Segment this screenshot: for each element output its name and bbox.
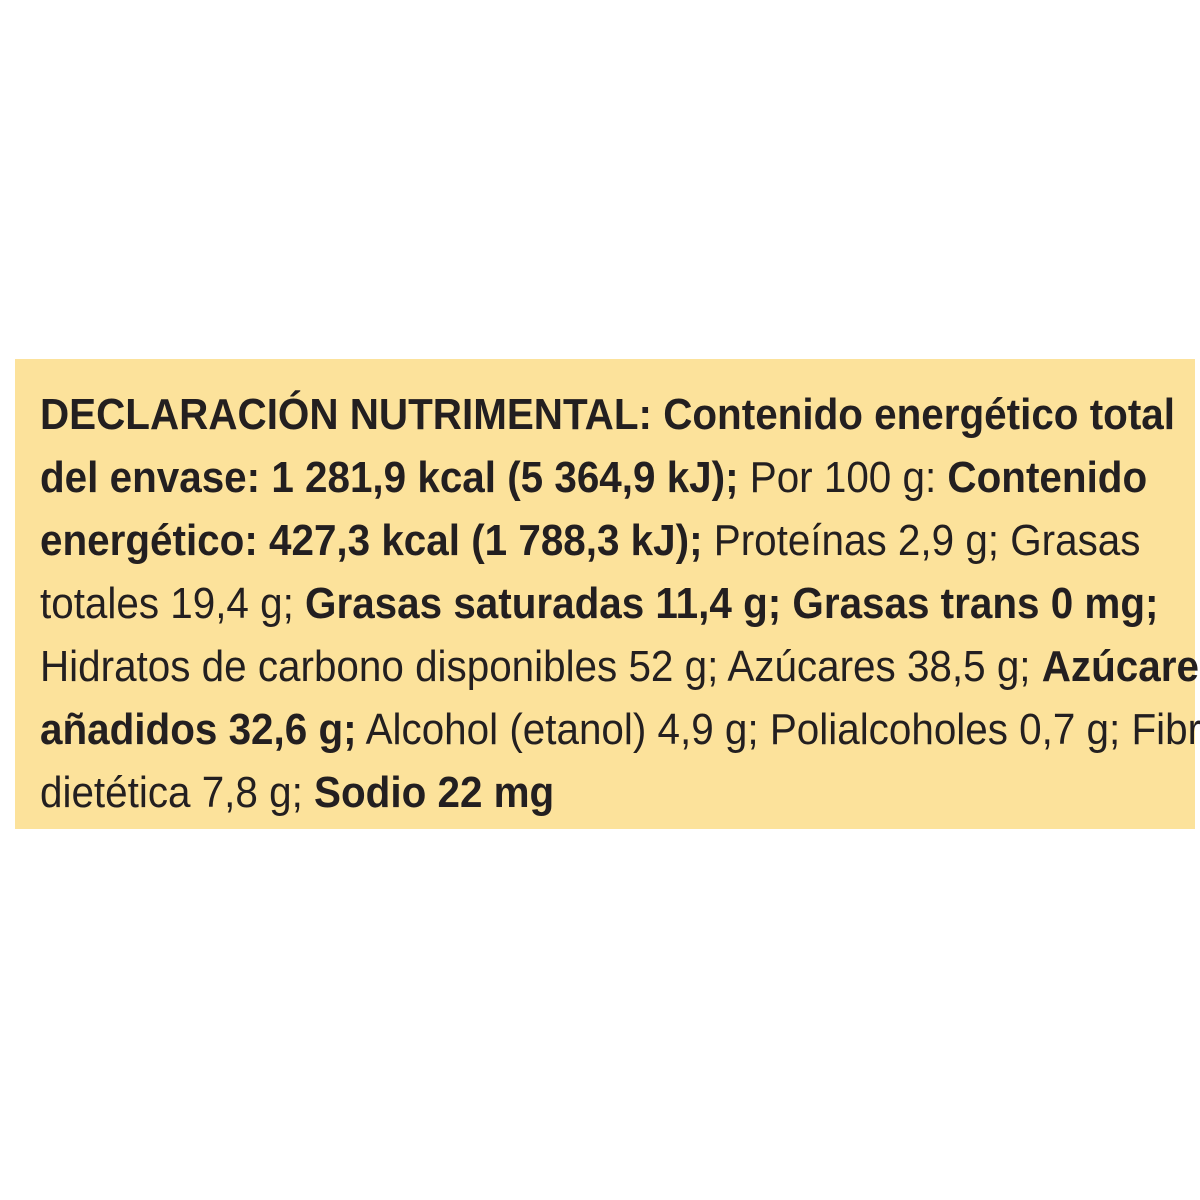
declaration-line: DECLARACIÓN NUTRIMENTAL: Contenido energ…: [40, 383, 1175, 446]
bold-text: DECLARACIÓN NUTRIMENTAL:: [40, 390, 664, 439]
regular-text: Proteínas 2,9 g; Grasas: [702, 516, 1141, 565]
bold-text: energético: 427,3 kcal (1 788,3 kJ);: [40, 516, 703, 565]
regular-text: Por 100 g:: [738, 453, 948, 502]
bold-text: añadidos 32,6 g;: [40, 705, 357, 754]
bold-text: del envase: 1 281,9 kcal (5 364,9 kJ);: [40, 453, 739, 502]
declaration-line: totales 19,4 g; Grasas saturadas 11,4 g;…: [40, 572, 1158, 635]
nutrition-declaration: DECLARACIÓN NUTRIMENTAL: Contenido energ…: [40, 383, 1200, 824]
regular-text: Hidratos de carbono disponibles 52 g; Az…: [40, 642, 1042, 691]
regular-text: totales 19,4 g;: [40, 579, 306, 628]
regular-text: dietética 7,8 g;: [40, 768, 315, 817]
bold-text: Contenido energético total: [663, 390, 1175, 439]
bold-text: Azúcares: [1041, 642, 1200, 691]
declaration-line: añadidos 32,6 g; Alcohol (etanol) 4,9 g;…: [40, 698, 1200, 761]
bold-text: Grasas saturadas 11,4 g; Grasas trans 0 …: [305, 579, 1159, 628]
regular-text: Alcohol (etanol) 4,9 g; Polialcoholes 0,…: [356, 705, 1200, 754]
declaration-line: del envase: 1 281,9 kcal (5 364,9 kJ); P…: [40, 446, 1147, 509]
declaration-line: dietética 7,8 g; Sodio 22 mg: [40, 761, 1082, 824]
declaration-line: Hidratos de carbono disponibles 52 g; Az…: [40, 635, 1200, 698]
bold-text: Contenido: [947, 453, 1148, 502]
bold-text: Sodio 22 mg: [314, 768, 555, 817]
nutrition-panel: [15, 359, 1195, 829]
declaration-line: energético: 427,3 kcal (1 788,3 kJ); Pro…: [40, 509, 1140, 572]
